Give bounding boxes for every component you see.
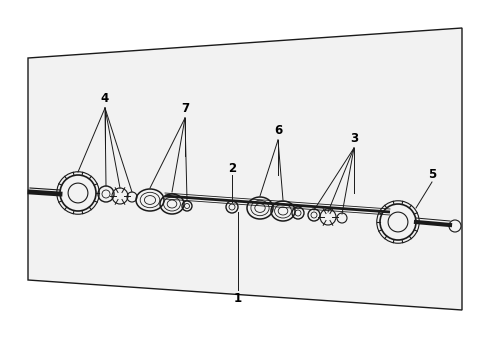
Text: 3: 3 xyxy=(350,132,358,145)
Text: 7: 7 xyxy=(181,103,189,116)
Text: 6: 6 xyxy=(274,125,282,138)
Text: 2: 2 xyxy=(228,162,236,175)
Text: 4: 4 xyxy=(101,93,109,105)
Polygon shape xyxy=(28,28,462,310)
Text: 5: 5 xyxy=(428,168,436,181)
Text: 1: 1 xyxy=(234,292,242,305)
